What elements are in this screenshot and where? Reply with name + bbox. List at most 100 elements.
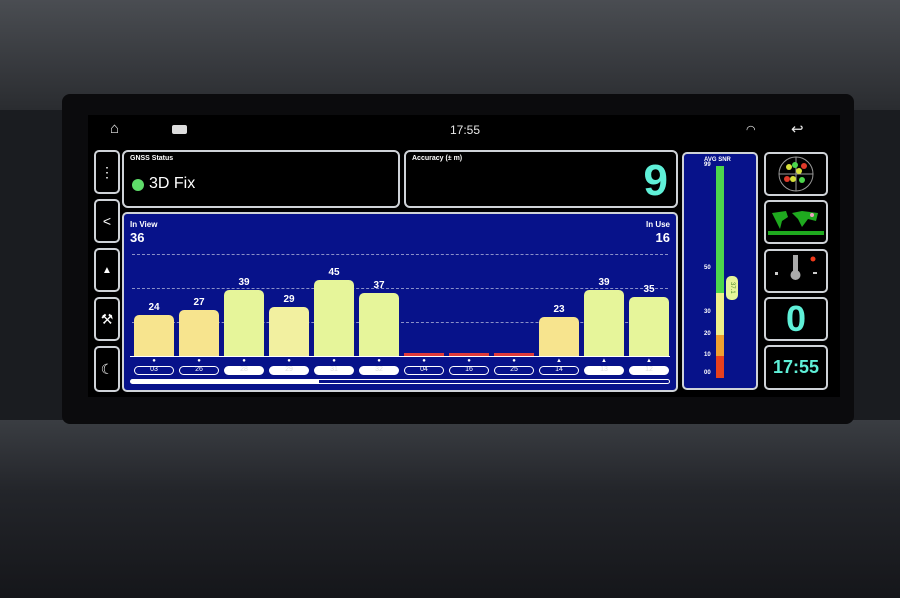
background-storefront xyxy=(0,0,900,110)
gridline xyxy=(132,254,668,255)
bar-value-label: 29 xyxy=(283,293,295,305)
satellite-prn-label[interactable]: 25 xyxy=(494,366,534,375)
speed-value: 0 xyxy=(785,298,807,339)
fix-indicator-icon xyxy=(132,179,144,191)
world-map-button[interactable] xyxy=(764,200,828,244)
gnss-app-screen: ⌂ 17:55 ◠ ↩ ⋮ < ▲ ⚒ ☾ GNSS Status 3D Fix… xyxy=(88,115,840,397)
constellation-circle-icon: ● xyxy=(467,358,471,364)
snr-bar xyxy=(314,279,354,356)
snr-bar xyxy=(539,316,579,356)
constellation-triangle-icon: ▲ xyxy=(601,358,607,364)
satellite-prn-label[interactable]: 14 xyxy=(539,366,579,375)
accuracy-value: 9 xyxy=(643,156,668,205)
snr-gauge-segment xyxy=(716,293,724,335)
sky-plot-button[interactable] xyxy=(764,152,828,196)
avg-snr-value-bubble: 37.1 xyxy=(726,276,738,300)
constellation-circle-icon: ● xyxy=(242,358,246,364)
car-dashboard xyxy=(0,420,900,598)
snr-bar xyxy=(404,353,444,356)
recents-icon[interactable] xyxy=(172,125,187,134)
sky-plot-icon xyxy=(778,156,814,192)
status-bar: ⌂ 17:55 ◠ ↩ xyxy=(88,115,840,145)
snr-bar xyxy=(224,289,264,356)
avg-snr-panel: AVG SNR 99 50 30 20 10 00 37.1 xyxy=(682,152,758,390)
in-use-value: 16 xyxy=(655,230,670,245)
snr-bar xyxy=(449,353,489,356)
clock-value: 17:55 xyxy=(772,357,820,377)
sidebar-item-share[interactable]: < xyxy=(94,199,120,243)
satellite-prn-label[interactable]: 03 xyxy=(134,366,174,375)
constellation-triangle-icon: ▲ xyxy=(646,358,652,364)
snr-bar xyxy=(269,306,309,356)
snr-bar-chart: In View 36 In Use 16 24 ● 03 27 ● 26 39 ● 28 29 ● 2… xyxy=(122,212,678,392)
snr-bar xyxy=(359,293,399,356)
scrollbar-thumb[interactable] xyxy=(131,380,320,383)
horizontal-scrollbar[interactable] xyxy=(130,379,670,384)
satellite-prn-label[interactable]: 29 xyxy=(269,366,309,375)
status-time: 17:55 xyxy=(450,123,481,137)
constellation-circle-icon: ● xyxy=(377,358,381,364)
chart-baseline xyxy=(130,356,670,357)
gridline xyxy=(132,322,668,323)
snr-bar xyxy=(134,315,174,356)
satellite-prn-label[interactable]: 31 xyxy=(314,366,354,375)
bar-value-label: 24 xyxy=(148,302,160,314)
snr-tick-label: 00 xyxy=(704,370,711,376)
snr-tick-label: 99 xyxy=(704,162,711,168)
satellite-prn-label[interactable]: 16 xyxy=(449,366,489,375)
moon-icon: ☾ xyxy=(100,360,114,377)
constellation-circle-icon: ● xyxy=(422,358,426,364)
accuracy-label: Accuracy (± m) xyxy=(412,155,463,162)
sidebar-item-navigate[interactable]: ▲ xyxy=(94,248,120,292)
wifi-icon: ◠ xyxy=(746,124,756,136)
accuracy-panel: Accuracy (± m) 9 xyxy=(404,150,678,208)
snr-bar xyxy=(584,289,624,356)
snr-tick-label: 50 xyxy=(704,265,711,271)
snr-gauge-segment xyxy=(716,335,724,356)
snr-bar xyxy=(629,296,669,356)
gnss-status-label: GNSS Status xyxy=(130,155,174,162)
speed-display: 0 xyxy=(764,297,828,341)
constellation-circle-icon: ● xyxy=(287,358,291,364)
compass-button[interactable] xyxy=(764,249,828,293)
satellite-prn-label[interactable]: 28 xyxy=(224,366,264,375)
bar-value-label: 39 xyxy=(238,276,250,288)
more-vertical-icon: ⋮ xyxy=(100,163,114,180)
in-view-label: In View xyxy=(130,220,158,229)
gnss-status-value: 3D Fix xyxy=(149,175,196,192)
share-icon: < xyxy=(102,213,112,229)
snr-gauge-segment xyxy=(716,356,724,378)
gridline xyxy=(132,288,668,289)
avg-snr-label: AVG SNR xyxy=(704,157,731,163)
sidebar-item-menu[interactable]: ⋮ xyxy=(94,150,120,194)
constellation-circle-icon: ● xyxy=(197,358,201,364)
snr-bar xyxy=(179,310,219,356)
bar-value-label: 45 xyxy=(328,266,340,278)
in-use-label: In Use xyxy=(645,220,670,229)
clock-display: 17:55 xyxy=(764,345,828,390)
navigation-arrow-icon: ▲ xyxy=(102,264,112,276)
home-icon[interactable]: ⌂ xyxy=(110,120,120,137)
snr-tick-label: 10 xyxy=(704,352,711,358)
snr-tick-label: 20 xyxy=(704,331,711,337)
satellite-prn-label[interactable]: 04 xyxy=(404,366,444,375)
satellite-prn-label[interactable]: 13 xyxy=(584,366,624,375)
world-map-icon xyxy=(768,211,824,235)
constellation-circle-icon: ● xyxy=(512,358,516,364)
in-view-value: 36 xyxy=(130,230,145,245)
snr-tick-label: 30 xyxy=(704,309,711,315)
snr-gauge-segment xyxy=(716,166,724,293)
constellation-triangle-icon: ▲ xyxy=(556,358,562,364)
gnss-status-panel: GNSS Status 3D Fix xyxy=(122,150,400,208)
back-icon[interactable]: ↩ xyxy=(791,121,804,138)
sidebar-item-night-mode[interactable]: ☾ xyxy=(94,346,120,392)
satellite-prn-label[interactable]: 26 xyxy=(179,366,219,375)
sidebar-item-tools[interactable]: ⚒ xyxy=(94,297,120,341)
compass-icon xyxy=(775,255,817,280)
satellite-prn-label[interactable]: 12 xyxy=(629,366,669,375)
tools-icon: ⚒ xyxy=(100,310,114,327)
bar-value-label: 39 xyxy=(598,276,610,288)
bar-value-label: 27 xyxy=(193,297,205,309)
satellite-prn-label[interactable]: 32 xyxy=(359,366,399,375)
snr-bar xyxy=(494,353,534,356)
